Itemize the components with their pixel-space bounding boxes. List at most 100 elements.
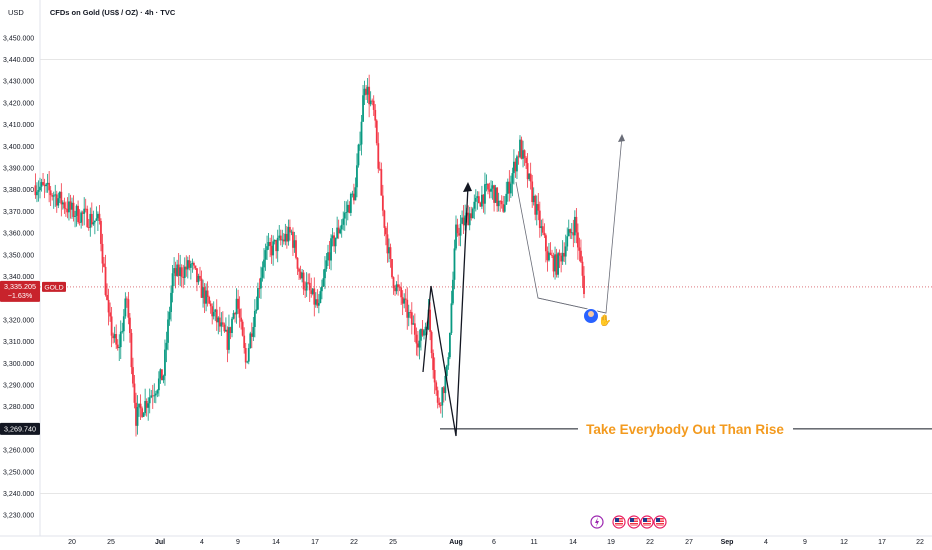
candle-body: [129, 317, 131, 333]
time-tick-label: 4: [764, 539, 768, 546]
chart-title[interactable]: CFDs on Gold (US$ / OZ) · 4h · TVC: [49, 7, 176, 17]
candle-body: [103, 263, 105, 267]
candle-body: [165, 342, 168, 350]
candle-body: [439, 404, 442, 406]
candle-body: [298, 268, 300, 272]
candle-body: [538, 210, 541, 228]
candle-body: [567, 229, 570, 237]
candle-body: [87, 226, 90, 228]
candle-body: [388, 247, 390, 254]
candle-body: [407, 312, 410, 318]
price-tick-label: 3,360.000: [3, 231, 34, 238]
candle-body: [145, 401, 148, 408]
candle-body: [372, 100, 375, 110]
candle-body: [235, 298, 238, 315]
candle-body: [450, 303, 453, 333]
candle-body: [69, 201, 72, 210]
candle-body: [365, 88, 367, 95]
candle-body: [208, 296, 211, 304]
candle-body: [78, 222, 81, 223]
time-tick-label: 11: [530, 539, 537, 546]
candle-body: [101, 243, 104, 264]
candle-body: [470, 213, 473, 219]
us-flag-stripe: [643, 524, 651, 526]
time-tick-label: 22: [916, 539, 924, 546]
candle-body: [231, 318, 233, 334]
candle-body: [503, 204, 506, 212]
us-flag-icon: [640, 515, 654, 529]
candle-body: [502, 204, 505, 212]
candle-body: [307, 282, 310, 284]
time-tick-label: 25: [107, 539, 115, 546]
candle-body: [156, 390, 159, 394]
candle-body: [500, 200, 503, 205]
candle-body: [452, 279, 454, 304]
grid-lines: [0, 0, 932, 537]
us-flag-stripe: [615, 522, 623, 523]
candle-body: [366, 86, 369, 95]
candle-body: [217, 317, 220, 323]
candle-body: [116, 344, 119, 349]
candle-body: [46, 182, 49, 185]
candle-body: [63, 202, 66, 209]
price-tick-label: 3,420.000: [3, 100, 34, 107]
candle-body: [167, 319, 169, 343]
candle-body: [546, 251, 549, 261]
candle-body: [98, 213, 101, 221]
candle-body: [203, 287, 206, 304]
candle-body: [438, 402, 441, 405]
symbol-label: GOLD: [44, 284, 63, 291]
candle-body: [55, 194, 58, 206]
candle-body: [106, 294, 108, 300]
candle-body: [93, 220, 96, 223]
candle-body: [58, 191, 61, 199]
candle-body: [513, 161, 515, 174]
candle-body: [423, 330, 425, 336]
candle-body: [92, 222, 95, 225]
candle-body: [336, 227, 339, 239]
candle-body: [225, 329, 227, 332]
candle-body: [497, 200, 500, 207]
candle-body: [133, 383, 136, 403]
time-tick-label: 14: [272, 539, 280, 546]
candle-body: [412, 323, 415, 325]
candle-body: [119, 331, 122, 348]
candle-body: [174, 268, 177, 276]
candle-body: [136, 406, 139, 426]
candle-body: [362, 95, 364, 122]
candle-body: [468, 213, 471, 226]
candle-body: [302, 272, 305, 290]
candle-body: [490, 188, 492, 192]
candle-body: [330, 238, 332, 261]
candle-body: [135, 402, 137, 426]
candle-body: [234, 313, 236, 315]
candle-body: [435, 382, 438, 391]
candle-body: [459, 223, 462, 236]
price-tick-label: 3,260.000: [3, 448, 34, 455]
candle-body: [525, 157, 527, 164]
candle-body: [444, 375, 447, 394]
candle-body: [282, 239, 285, 242]
candle-body: [319, 291, 322, 303]
time-axis: 20 25 Jul 4 9 14 17 22 25 Aug 6 11 14 19 22 27 Sep 4 9 12 17…: [68, 539, 924, 546]
candle-body: [176, 264, 179, 276]
candle-body: [549, 252, 552, 256]
candle-body: [45, 184, 47, 187]
candle-body: [292, 231, 294, 248]
candle-body: [104, 266, 107, 295]
candle-body: [531, 181, 534, 203]
candle-body: [258, 288, 261, 289]
candle-body: [494, 187, 497, 203]
candle-body: [526, 163, 529, 180]
candle-body: [37, 190, 40, 192]
time-tick-label: 25: [389, 539, 397, 546]
candle-body: [212, 311, 215, 317]
candle-body: [508, 181, 511, 194]
price-tick-label: 3,400.000: [3, 144, 34, 151]
candle-body: [206, 290, 209, 297]
symbol-tag: [42, 281, 66, 292]
candle-body: [66, 208, 69, 213]
candle-body: [522, 150, 524, 159]
candle-body: [349, 193, 352, 213]
